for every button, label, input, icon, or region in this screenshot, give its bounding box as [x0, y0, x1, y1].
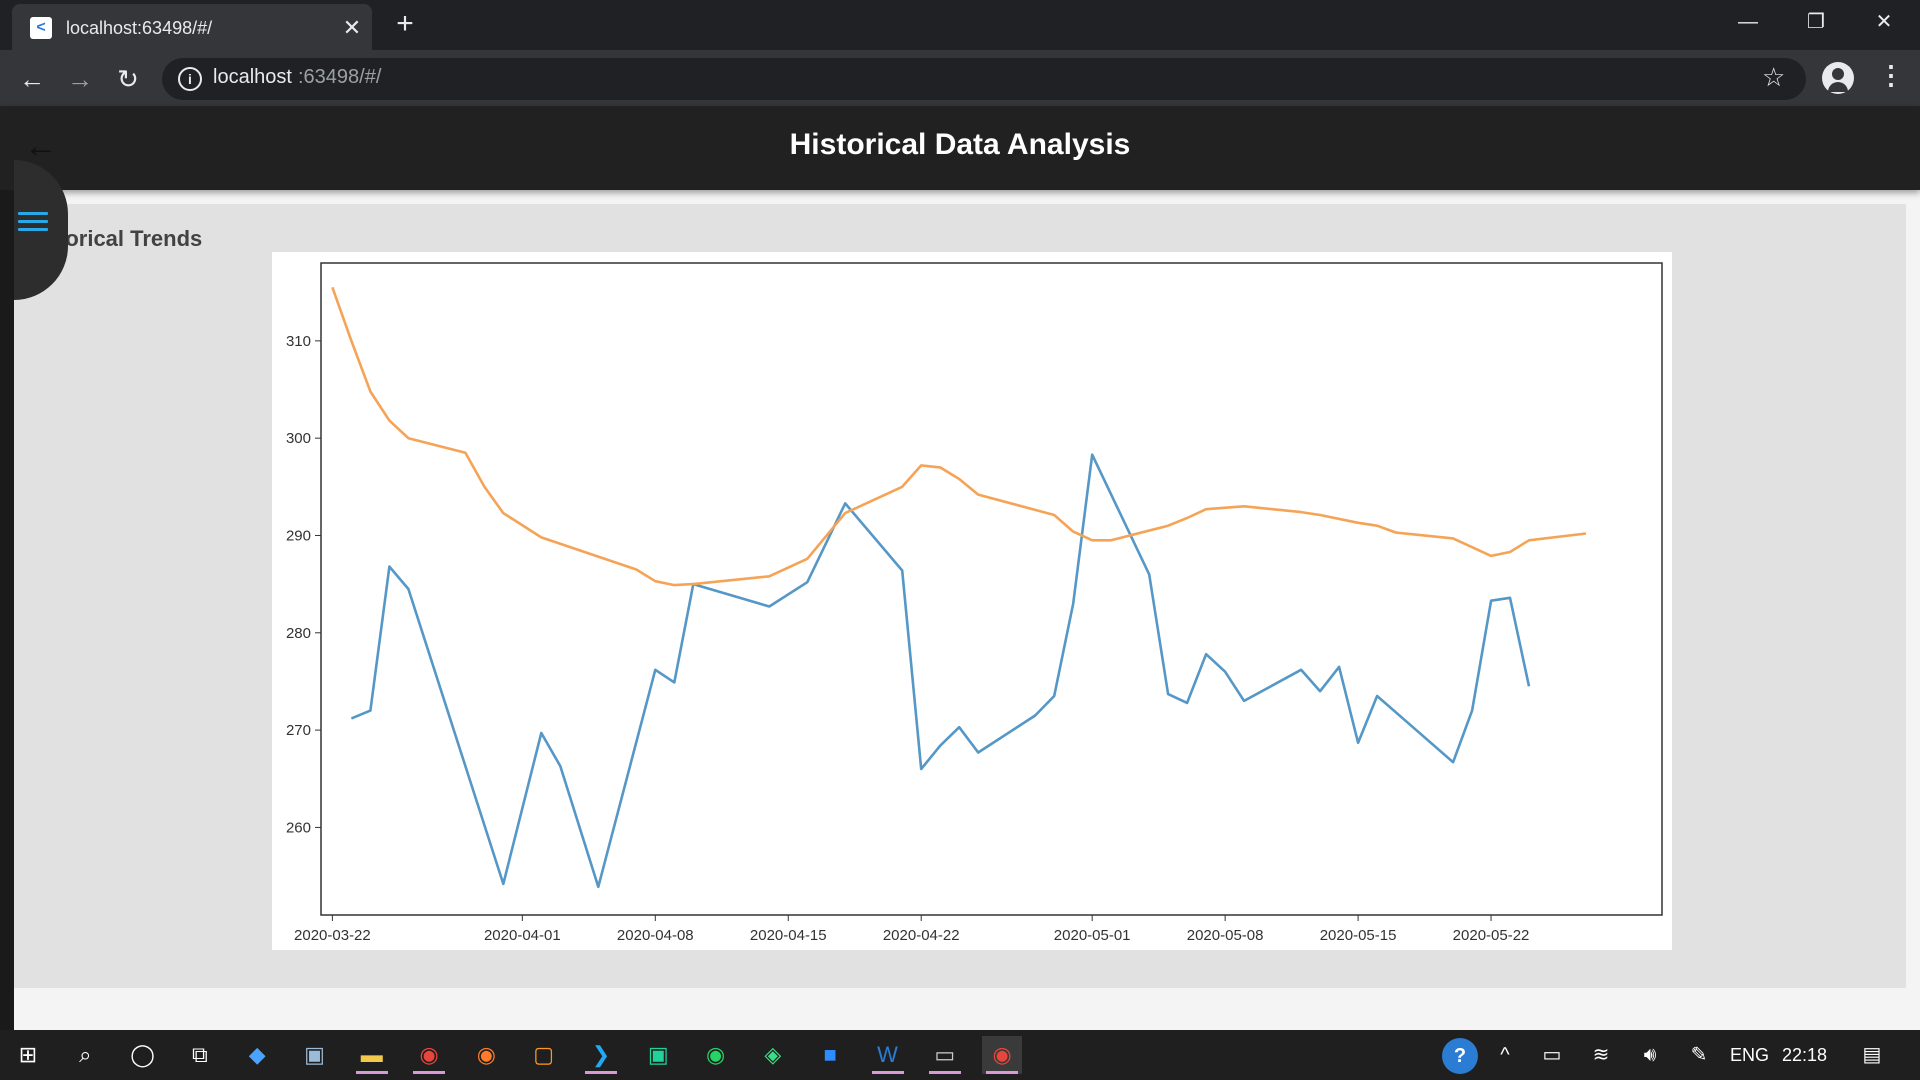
- running-indicator: [585, 1071, 617, 1074]
- more-vertical-icon[interactable]: ⋮: [1878, 60, 1904, 90]
- forward-icon[interactable]: →: [67, 64, 93, 94]
- back-icon[interactable]: ←: [19, 64, 45, 94]
- help-icon[interactable]: ?: [1442, 1038, 1478, 1074]
- running-indicator: [986, 1071, 1019, 1074]
- app-bar: [0, 106, 1920, 190]
- x-tick-label: 2020-04-22: [883, 927, 960, 944]
- x-tick-label: 2020-04-01: [484, 927, 561, 944]
- running-indicator: [355, 1071, 388, 1074]
- chart-card: 260 270 280 290 300 310 2020-03-22 2020-04-01 20…: [272, 252, 1672, 950]
- x-tick-label: 2020-05-15: [1320, 927, 1397, 944]
- x-tick-label: 2020-03-22: [294, 927, 371, 944]
- section-title: torical Trends: [58, 226, 203, 251]
- y-tick-label: 260: [286, 819, 311, 836]
- tray-clock[interactable]: 22:18: [1782, 1045, 1828, 1065]
- y-tick-label: 300: [286, 430, 311, 447]
- browser-tab[interactable]: < localhost:63498/#/ ✕: [12, 4, 372, 50]
- word-icon[interactable]: W: [868, 1036, 908, 1074]
- running-indicator: [413, 1071, 446, 1074]
- running-indicator: [928, 1071, 961, 1074]
- whatsapp-icon[interactable]: ◉: [705, 1042, 726, 1067]
- series-line-1: [350, 453, 1531, 889]
- bookmark-star-icon[interactable]: ☆: [1762, 62, 1786, 92]
- x-tick-label: 2020-05-01: [1054, 927, 1131, 944]
- hamburger-menu-icon[interactable]: [18, 212, 48, 236]
- restore-icon[interactable]: ❐: [1807, 11, 1825, 33]
- address-bar[interactable]: [162, 58, 1806, 100]
- battery-icon[interactable]: ▭: [1542, 1044, 1562, 1066]
- minimize-icon[interactable]: —: [1738, 11, 1758, 33]
- tray-language[interactable]: ENG: [1730, 1045, 1770, 1065]
- y-tick-label: 270: [286, 722, 311, 739]
- x-tick-label: 2020-04-15: [750, 927, 827, 944]
- volume-icon[interactable]: 🔊︎: [1643, 1044, 1657, 1066]
- task-view-icon[interactable]: ⧉: [192, 1042, 208, 1067]
- profile-icon[interactable]: [1822, 62, 1854, 94]
- tray-chevron-icon[interactable]: ^: [1500, 1044, 1510, 1066]
- notifications-icon[interactable]: ▤: [1862, 1044, 1882, 1066]
- blue-app-icon[interactable]: ◆: [248, 1042, 266, 1067]
- info-icon[interactable]: i: [178, 67, 202, 91]
- app-back-icon[interactable]: ←: [24, 127, 58, 165]
- office-app-icon[interactable]: ▢: [533, 1042, 555, 1067]
- vscode-icon[interactable]: ❯: [581, 1036, 621, 1074]
- wifi-icon[interactable]: ≋: [1592, 1044, 1610, 1066]
- terminal-icon[interactable]: ▭: [925, 1036, 965, 1074]
- windows-start-icon[interactable]: ⊞: [18, 1042, 38, 1067]
- left-edge-bar: [0, 190, 14, 1030]
- close-window-icon[interactable]: ✕: [1875, 11, 1893, 33]
- series-line-2: [331, 286, 1587, 587]
- plot-frame: [320, 262, 1663, 916]
- page-title: Historical Data Analysis: [789, 128, 1131, 161]
- android-studio-icon[interactable]: ◈: [764, 1042, 782, 1067]
- chrome-icon[interactable]: ◉: [409, 1036, 449, 1074]
- x-tick-label: 2020-05-08: [1187, 927, 1264, 944]
- pycharm-icon[interactable]: ▣: [647, 1042, 669, 1067]
- url-path: :63498/#/: [298, 66, 382, 88]
- line-chart: 260 270 280 290 300 310 2020-03-22 2020-04-01 20…: [286, 262, 1663, 944]
- search-icon[interactable]: ⌕: [79, 1042, 92, 1067]
- close-tab-icon[interactable]: ✕: [342, 15, 362, 40]
- tab-title: localhost:63498/#/: [66, 18, 213, 38]
- x-tick-label: 2020-05-22: [1453, 927, 1530, 944]
- url-host: localhost: [213, 66, 292, 88]
- y-tick-label: 280: [286, 625, 311, 642]
- file-explorer-icon[interactable]: ▬: [352, 1036, 392, 1074]
- y-tick-label: 310: [286, 333, 311, 350]
- pen-icon[interactable]: ✎: [1690, 1044, 1708, 1066]
- chrome-active-icon[interactable]: ◉: [982, 1036, 1023, 1074]
- zoom-icon[interactable]: ■: [823, 1042, 837, 1067]
- x-tick-label: 2020-04-08: [617, 927, 694, 944]
- running-indicator: [871, 1071, 904, 1074]
- flutter-favicon-icon: <: [30, 17, 52, 39]
- new-tab-button[interactable]: +: [396, 7, 414, 40]
- y-tick-label: 290: [286, 527, 311, 544]
- firefox-icon[interactable]: ◉: [476, 1042, 496, 1067]
- reload-icon[interactable]: ↻: [117, 64, 139, 94]
- network-app-icon[interactable]: ▣: [304, 1042, 325, 1067]
- cortana-icon[interactable]: ◯: [130, 1042, 155, 1067]
